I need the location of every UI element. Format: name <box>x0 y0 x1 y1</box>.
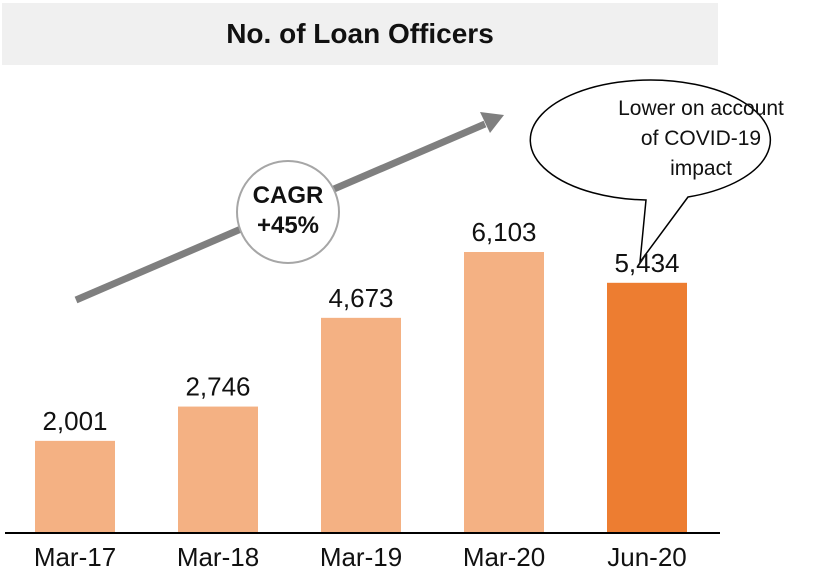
x-tick-mar-18: Mar-18 <box>177 542 259 572</box>
cagr-badge: CAGR +45% <box>236 160 340 264</box>
value-label-mar-17: 2,001 <box>42 406 107 436</box>
bar-mar-17 <box>35 440 115 533</box>
bar-mar-18 <box>178 406 258 533</box>
x-tick-labels-group: Mar-17 Mar-18 Mar-19 Mar-20 Jun-20 <box>34 542 687 572</box>
x-tick-jun-20: Jun-20 <box>607 542 687 572</box>
cagr-label: CAGR <box>253 182 324 209</box>
chart-title: No. of Loan Officers <box>226 18 494 49</box>
bar-mar-20 <box>464 252 544 533</box>
x-tick-mar-19: Mar-19 <box>320 542 402 572</box>
x-tick-mar-17: Mar-17 <box>34 542 116 572</box>
callout-line-1: Lower on account <box>618 97 784 120</box>
value-labels-group: 2,001 2,746 4,673 6,103 5,434 <box>42 217 679 436</box>
cagr-value: +45% <box>257 212 319 239</box>
chart-title-bar: No. of Loan Officers <box>2 3 718 65</box>
bar-mar-19 <box>321 317 401 533</box>
x-tick-mar-20: Mar-20 <box>463 542 545 572</box>
callout-line-3: impact <box>670 157 732 180</box>
value-label-mar-20: 6,103 <box>471 217 536 247</box>
bars-group <box>35 252 687 533</box>
value-label-jun-20: 5,434 <box>614 248 679 278</box>
value-label-mar-18: 2,746 <box>185 372 250 402</box>
cagr-circle <box>236 160 340 264</box>
bar-jun-20 <box>607 282 687 533</box>
callout-bubble <box>529 79 771 265</box>
callout-line-2: of COVID-19 <box>641 127 761 150</box>
covid-callout: Lower on account of COVID-19 impact <box>529 79 784 265</box>
growth-arrow-head <box>480 112 504 133</box>
value-label-mar-19: 4,673 <box>328 283 393 313</box>
